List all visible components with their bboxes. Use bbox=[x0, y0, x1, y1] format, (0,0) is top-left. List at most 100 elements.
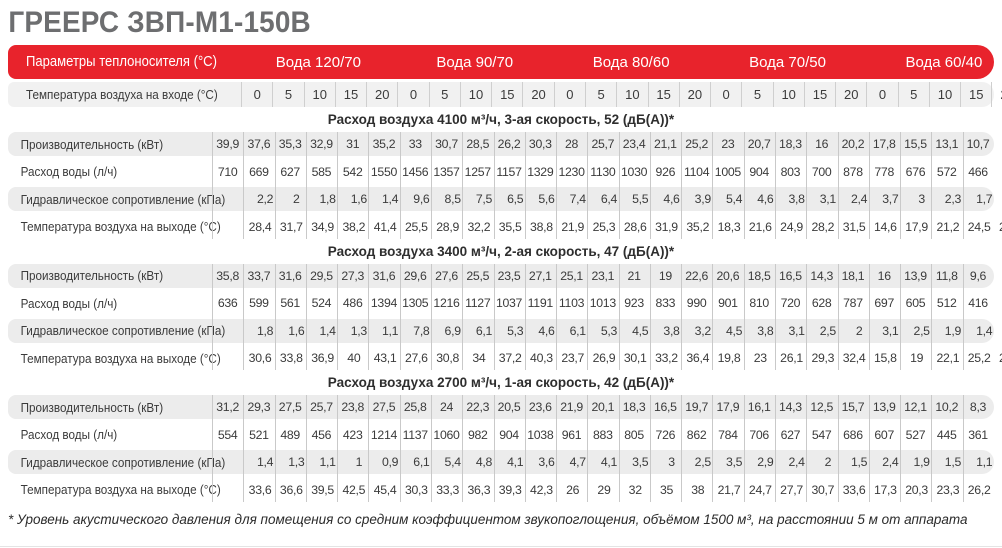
value-cell: 22,6 bbox=[685, 268, 708, 283]
column-divider bbox=[305, 395, 307, 502]
value-cell: 18,5 bbox=[747, 268, 771, 283]
value-cell: 1191 bbox=[527, 296, 554, 310]
column-divider bbox=[775, 395, 777, 502]
value-cell: 31,7 bbox=[279, 219, 303, 234]
value-cell: 6,9 bbox=[444, 323, 462, 338]
row-label: Гидравлическое сопротивление (кПа) bbox=[20, 454, 226, 470]
value-cell: 38,2 bbox=[342, 219, 366, 234]
value-cell: 3,8 bbox=[788, 192, 805, 206]
column-divider bbox=[806, 132, 808, 239]
value-cell: 554 bbox=[217, 427, 238, 442]
value-cell: 21 bbox=[627, 268, 641, 283]
value-cell: 1329 bbox=[527, 164, 554, 179]
value-cell: 21,6 bbox=[748, 219, 772, 234]
value-cell: 20,3 bbox=[905, 482, 928, 497]
column-divider bbox=[430, 395, 432, 502]
value-cell: 30,7 bbox=[435, 137, 458, 151]
value-cell: 23,7 bbox=[561, 351, 585, 365]
value-cell: 8,5 bbox=[444, 192, 462, 206]
value-cell: 26,2 bbox=[967, 482, 991, 497]
value-cell: 3,5 bbox=[632, 455, 649, 469]
spec-row: Температура воздуха на выходе (°С) 28,4 31… bbox=[8, 215, 1002, 239]
section-body: Производительность (кВт) 35,8 33,7 31,6 29,5… bbox=[8, 263, 1002, 370]
value-cell: 29,3 bbox=[247, 400, 271, 414]
value-cell: 13,1 bbox=[935, 137, 959, 151]
value-cell: 4,6 bbox=[538, 323, 555, 338]
value-cell: 20,5 bbox=[497, 400, 521, 414]
section-body: Производительность (кВт) 39,9 37,6 35,3 32,9… bbox=[8, 132, 1002, 239]
column-divider bbox=[399, 263, 401, 370]
column-divider bbox=[274, 132, 276, 239]
row-label: Гидравлическое сопротивление (кПа) bbox=[20, 191, 226, 207]
value-cell: 6,5 bbox=[507, 192, 524, 206]
column-divider bbox=[931, 395, 933, 502]
value-cell: 39,9 bbox=[216, 137, 239, 151]
column-divider bbox=[618, 263, 620, 370]
value-cell: 15,5 bbox=[904, 137, 927, 151]
value-cell: 41,4 bbox=[373, 219, 397, 234]
column-divider bbox=[681, 132, 683, 239]
water-group-label: Вода 70/50 bbox=[749, 53, 826, 71]
value-cell: 636 bbox=[217, 296, 238, 310]
inlet-temp-cell: 15 bbox=[334, 82, 366, 107]
value-cell: 1137 bbox=[402, 427, 429, 442]
value-cell: 32,4 bbox=[842, 351, 866, 365]
value-cell: 1,5 bbox=[851, 455, 868, 469]
value-cell: 486 bbox=[342, 296, 363, 310]
value-cell: 35,2 bbox=[372, 137, 396, 151]
value-cell: 2,5 bbox=[694, 455, 712, 469]
value-cell: 37,6 bbox=[247, 137, 271, 151]
column-divider bbox=[900, 263, 902, 370]
value-cell: 15,7 bbox=[841, 400, 865, 414]
column-divider bbox=[524, 263, 526, 370]
value-cell: 2 bbox=[824, 455, 832, 469]
spec-row: Температура воздуха на выходе (°С) 30,6 33… bbox=[8, 346, 1002, 370]
value-cell: 784 bbox=[718, 427, 738, 442]
value-cell: 17,9 bbox=[716, 400, 740, 414]
spec-sections: Расход воздуха 4100 м³/ч, 3-ая скорость,… bbox=[0, 109, 1002, 502]
value-cell: 25,5 bbox=[404, 219, 428, 234]
value-cell: 29 bbox=[597, 482, 611, 497]
value-cell: 599 bbox=[249, 296, 269, 310]
value-cell: 28,4 bbox=[248, 219, 272, 234]
value-cell: 2,5 bbox=[913, 323, 931, 338]
value-cell: 25,8 bbox=[403, 400, 427, 414]
value-cell: 36,4 bbox=[686, 351, 710, 365]
value-cell: 1030 bbox=[621, 164, 648, 179]
heat-carrier-header-bar: Параметры теплоносителя (°С) Вода 120/70 В… bbox=[8, 45, 994, 79]
value-cell: 1,4 bbox=[319, 323, 336, 338]
spec-row: Производительность (кВт) 39,9 37,6 35,3 32,9… bbox=[8, 132, 994, 156]
value-cell: 30,8 bbox=[436, 351, 459, 365]
water-group-label: Вода 60/40 bbox=[905, 53, 983, 71]
inlet-temp-cell: 0 bbox=[553, 82, 585, 107]
value-cell: 27,5 bbox=[372, 400, 396, 414]
value-cell: 3,5 bbox=[725, 455, 743, 469]
value-cell: 6,1 bbox=[569, 323, 587, 338]
value-cell: 5,5 bbox=[632, 192, 649, 206]
value-cell: 35,5 bbox=[498, 219, 522, 234]
value-cell: 35 bbox=[659, 482, 674, 497]
spec-row: Производительность (кВт) 31,2 29,3 27,5 25,7… bbox=[8, 395, 994, 419]
value-cell: 20,7 bbox=[747, 137, 771, 151]
value-cell: 1,8 bbox=[319, 192, 336, 206]
value-cell: 697 bbox=[874, 296, 895, 310]
value-cell: 16 bbox=[877, 268, 891, 283]
spec-row: Производительность (кВт) 35,8 33,7 31,6 29,5… bbox=[8, 263, 994, 288]
value-cell: 23,3 bbox=[936, 482, 960, 497]
value-cell: 20,6 bbox=[716, 268, 740, 283]
value-cell: 25,7 bbox=[310, 400, 333, 414]
value-cell: 27,6 bbox=[404, 351, 428, 365]
value-cell: 38,8 bbox=[530, 219, 553, 234]
value-cell: 19,7 bbox=[685, 400, 708, 414]
row-label: Производительность (кВт) bbox=[20, 268, 164, 283]
column-divider bbox=[337, 132, 339, 239]
row-label: Производительность (кВт) bbox=[20, 399, 164, 415]
column-divider bbox=[274, 263, 276, 370]
value-cell: 1 bbox=[355, 455, 363, 469]
value-cell: 18,3 bbox=[717, 219, 741, 234]
value-cell: 23,4 bbox=[622, 137, 646, 151]
value-cell: 904 bbox=[749, 164, 769, 179]
value-cell: 3,8 bbox=[663, 323, 680, 338]
value-cell: 33,6 bbox=[842, 482, 866, 497]
